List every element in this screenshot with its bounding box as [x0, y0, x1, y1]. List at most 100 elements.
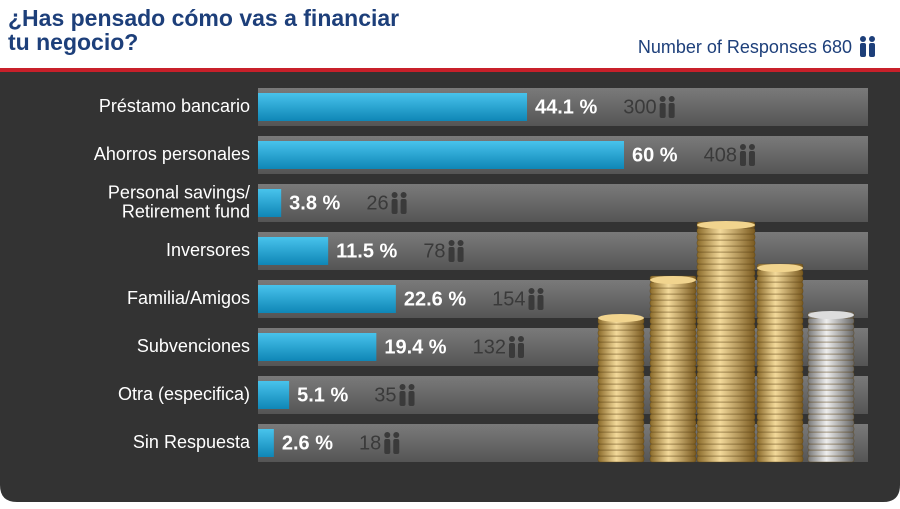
- person: [668, 96, 675, 102]
- value-label: 3.8 %: [289, 192, 340, 214]
- coin: [597, 401, 645, 409]
- coin: [649, 383, 697, 391]
- person: [517, 343, 524, 358]
- person: [739, 144, 746, 150]
- coin: [807, 341, 855, 349]
- coin: [756, 407, 804, 415]
- bar: [258, 237, 329, 265]
- coin: [597, 431, 645, 439]
- coin: [807, 377, 855, 385]
- coin: [756, 305, 804, 313]
- person: [659, 96, 666, 102]
- coin: [756, 377, 804, 385]
- coin: [756, 359, 804, 367]
- person: [528, 288, 535, 294]
- value-label: 22.6 %: [404, 288, 466, 310]
- coin: [649, 377, 697, 385]
- coin: [597, 407, 645, 415]
- coin: [807, 437, 855, 445]
- coin: [649, 353, 697, 361]
- coin: [597, 335, 645, 343]
- people-icon: [384, 432, 400, 454]
- coin: [807, 443, 855, 451]
- coin: [597, 383, 645, 391]
- coin: [696, 431, 756, 439]
- coin: [597, 449, 645, 457]
- coin: [649, 449, 697, 457]
- person: [528, 295, 535, 310]
- coin: [597, 395, 645, 403]
- coin: [756, 317, 804, 325]
- coin: [807, 425, 855, 433]
- coin: [756, 287, 804, 295]
- coin: [696, 245, 756, 253]
- coin: [649, 335, 697, 343]
- coin: [756, 395, 804, 403]
- bar: [258, 429, 274, 457]
- coin: [807, 413, 855, 421]
- coin: [807, 419, 855, 427]
- bar: [258, 333, 377, 361]
- coin: [756, 455, 804, 463]
- category-label: Ahorros personales: [94, 144, 250, 164]
- coin: [649, 437, 697, 445]
- coin: [597, 371, 645, 379]
- coin: [649, 455, 697, 463]
- coin: [756, 383, 804, 391]
- coin: [756, 365, 804, 373]
- coin: [649, 347, 697, 355]
- coin: [649, 341, 697, 349]
- person: [537, 288, 544, 294]
- coin: [696, 305, 756, 313]
- coin: [696, 347, 756, 355]
- coin: [807, 329, 855, 337]
- coin: [696, 299, 756, 307]
- value-label: 11.5 %: [336, 240, 397, 262]
- coin: [756, 371, 804, 379]
- category-label: Familia/Amigos: [127, 288, 250, 308]
- person: [739, 151, 746, 166]
- person: [457, 247, 464, 262]
- coin: [807, 347, 855, 355]
- coin: [696, 407, 756, 415]
- value-label: 19.4 %: [384, 336, 446, 358]
- person: [408, 391, 415, 406]
- bar: [258, 189, 282, 217]
- coin: [597, 323, 645, 331]
- coin: [696, 335, 756, 343]
- coin: [649, 443, 697, 451]
- bar: [258, 381, 290, 409]
- people-icon: [448, 240, 464, 262]
- coin-top: [650, 276, 696, 284]
- coin: [756, 311, 804, 319]
- coin: [807, 323, 855, 331]
- coin: [756, 425, 804, 433]
- coin: [597, 443, 645, 451]
- coin: [696, 419, 756, 427]
- coin: [649, 431, 697, 439]
- track: [258, 184, 868, 222]
- coin: [696, 353, 756, 361]
- coin: [696, 395, 756, 403]
- coin: [807, 365, 855, 373]
- person: [384, 432, 391, 438]
- coin: [756, 449, 804, 457]
- person: [748, 151, 755, 166]
- coin: [597, 413, 645, 421]
- coin: [649, 299, 697, 307]
- category-label: Sin Respuesta: [133, 432, 251, 452]
- person: [399, 391, 406, 406]
- coin: [807, 353, 855, 361]
- coin: [756, 443, 804, 451]
- bar: [258, 141, 624, 169]
- person: [508, 336, 515, 342]
- coin: [649, 413, 697, 421]
- category-label: Otra (especifica): [118, 384, 250, 404]
- coin: [696, 317, 756, 325]
- person: [400, 199, 407, 214]
- coin: [597, 347, 645, 355]
- chart-title: ¿Has pensado cómo vas a financiar tu nego…: [8, 5, 399, 55]
- coin: [756, 401, 804, 409]
- coin: [696, 233, 756, 241]
